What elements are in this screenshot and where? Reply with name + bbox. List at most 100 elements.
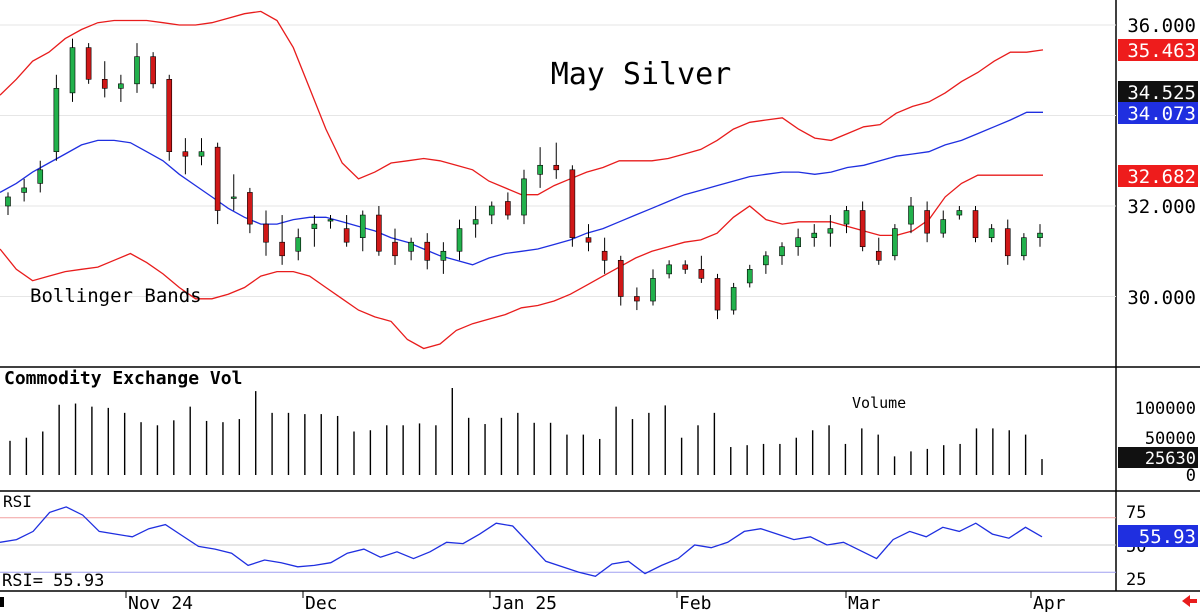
x-label-jan25: Jan 25 (492, 593, 557, 612)
volume-series-label: Volume (852, 394, 906, 412)
candle-down (698, 269, 705, 279)
candle-down (1004, 228, 1011, 257)
candle-up (230, 196, 237, 199)
candle-down (714, 278, 721, 311)
candle-down (101, 79, 108, 89)
candle-down (85, 47, 92, 80)
candle-down (601, 250, 608, 261)
volume-last-label: 25630 (1145, 449, 1196, 469)
candle-up (295, 237, 302, 252)
volume-tick: 50000 (1145, 429, 1196, 449)
candle-down (682, 264, 689, 270)
candle-up (5, 196, 11, 207)
candle-down (376, 214, 382, 252)
candle-up (892, 228, 898, 257)
volume-tick: 0 (1186, 466, 1196, 486)
candle-up (521, 178, 527, 216)
x-label-mar: Mar (848, 593, 881, 612)
candle-up (940, 219, 947, 234)
price-marker-box (1118, 165, 1198, 187)
candle-up (843, 210, 850, 225)
candle-up (440, 250, 447, 261)
candle-down (634, 296, 640, 302)
candle-down (617, 259, 624, 297)
x-label-dec: Dec (305, 593, 338, 612)
rsi-last-label: 55.93 (1139, 526, 1196, 548)
candle-up (811, 232, 818, 238)
candle-up (956, 210, 963, 216)
candle-up (763, 255, 769, 266)
marker-middle-band: 34.073 (1127, 103, 1196, 125)
candlesticks (5, 38, 1043, 320)
candle-down (585, 237, 592, 243)
candle-down (263, 223, 269, 243)
candle-down (424, 241, 431, 261)
volume-bars (9, 388, 1043, 475)
volume-tick: 100000 (1135, 399, 1196, 419)
bollinger-middle-line (0, 111, 1043, 266)
marker-lower-band: 32.682 (1127, 166, 1196, 188)
price-marker-box (1118, 81, 1198, 103)
candle-down (182, 151, 189, 157)
rsi-panel-label: RSI (3, 492, 32, 511)
candle-up (537, 164, 543, 175)
candle-down (279, 241, 285, 257)
candle-down (505, 201, 511, 216)
candle-up (134, 56, 140, 85)
candle-up (827, 228, 834, 234)
candle-down (859, 210, 866, 248)
marker-upper-band: 35.463 (1127, 40, 1196, 62)
candle-up (456, 228, 463, 252)
candle-up (53, 88, 60, 152)
candle-up (118, 83, 124, 89)
x-label-apr: Apr (1033, 593, 1066, 612)
chart-title: May Silver (551, 57, 732, 92)
candle-up (359, 214, 366, 238)
price-tick: 30.000 (1127, 287, 1196, 309)
candle-down (553, 164, 560, 171)
candle-up (327, 219, 334, 222)
rsi-plot (0, 506, 1116, 578)
panel-frames (0, 0, 1200, 592)
x-label-nov24: Nov 24 (128, 593, 193, 612)
candle-down (569, 169, 576, 238)
candle-up (37, 169, 44, 184)
rsi-tick: 25 (1126, 570, 1146, 590)
bollinger-lower-line (0, 174, 1043, 350)
candle-up (1037, 232, 1043, 238)
price-markers (1118, 39, 1198, 187)
rsi-tick: 75 (1126, 503, 1146, 523)
candle-up (666, 264, 672, 275)
scroll-left-arrow-icon[interactable] (1182, 595, 1197, 607)
candle-up (408, 241, 414, 252)
candle-down (392, 241, 398, 257)
candle-down (166, 79, 173, 153)
candle-up (730, 287, 737, 311)
volume-last-box (1118, 447, 1198, 468)
candle-up (472, 219, 479, 225)
candle-down (150, 56, 156, 85)
price-tick: 32.000 (1127, 196, 1196, 218)
candle-up (69, 47, 76, 94)
price-marker-box (1118, 39, 1198, 61)
rsi-last-box (1118, 525, 1198, 547)
x-label-feb: Feb (679, 593, 712, 612)
candle-down (247, 192, 253, 225)
candle-down (214, 146, 221, 211)
candle-down (343, 228, 350, 243)
marker-last-price: 34.525 (1127, 82, 1196, 104)
x-axis-start-mark (0, 597, 4, 607)
candle-up (198, 151, 205, 157)
candle-up (650, 278, 656, 302)
candle-up (21, 187, 27, 193)
overlay-label: Bollinger Bands (30, 285, 202, 307)
price-tick: 36.000 (1127, 15, 1196, 37)
candle-up (908, 205, 914, 225)
x-axis-ticks (0, 591, 1032, 607)
candle-up (311, 223, 318, 229)
candle-up (1021, 237, 1027, 257)
price-grid (0, 24, 1116, 297)
candle-up (988, 228, 995, 238)
candle-down (972, 210, 979, 238)
